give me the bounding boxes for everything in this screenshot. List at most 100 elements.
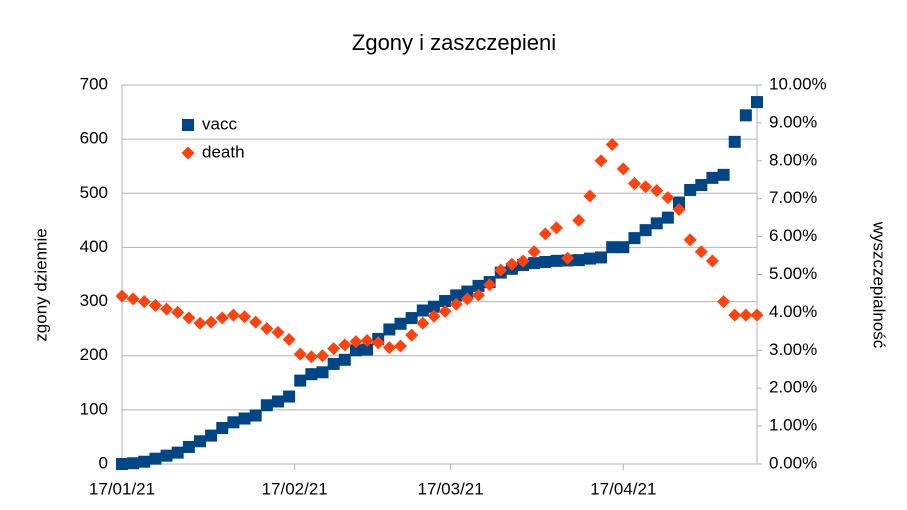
data-point (238, 412, 251, 425)
data-point (650, 184, 664, 198)
data-point (717, 168, 730, 181)
y-tick-label: 400 (80, 237, 108, 256)
data-point (360, 334, 374, 348)
data-point (583, 189, 597, 203)
data-point (148, 298, 162, 312)
data-point (349, 335, 363, 349)
data-point (739, 109, 752, 122)
data-point (561, 251, 575, 265)
data-point (271, 395, 284, 408)
data-point (450, 289, 463, 302)
data-point (572, 213, 586, 227)
data-point (549, 221, 563, 235)
legend-label: death (202, 142, 245, 161)
x-tick-label: 17/04/21 (590, 479, 656, 498)
data-point (115, 289, 129, 303)
data-point (628, 232, 641, 245)
x-tick-label: 17/02/21 (262, 479, 328, 498)
y2-tick-label: 0.00% (769, 453, 817, 472)
data-point (684, 183, 697, 196)
data-point (751, 96, 763, 109)
data-point (438, 304, 452, 318)
x-tick-label: 17/03/21 (418, 479, 484, 498)
data-point (116, 458, 128, 470)
data-point (249, 315, 263, 329)
data-point (182, 440, 195, 453)
data-point (405, 328, 419, 342)
data-point (193, 435, 206, 448)
data-point (717, 295, 731, 309)
data-point (216, 421, 229, 434)
data-point (238, 310, 252, 324)
data-point (472, 279, 485, 292)
data-point (461, 285, 474, 298)
data-point (316, 366, 329, 379)
data-point (683, 233, 697, 247)
data-point (226, 308, 240, 322)
data-point (294, 374, 307, 387)
data-point (227, 416, 240, 429)
data-point (550, 254, 563, 267)
data-point (338, 353, 351, 366)
y2-tick-label: 7.00% (769, 188, 817, 207)
data-point (595, 251, 608, 264)
data-point (271, 325, 285, 339)
data-point (661, 211, 674, 224)
data-point (449, 297, 463, 311)
data-point (394, 317, 407, 330)
data-point (572, 254, 585, 267)
data-point (371, 336, 385, 350)
y-tick-label: 200 (80, 345, 108, 364)
data-point (383, 323, 396, 336)
y2-tick-label: 5.00% (769, 264, 817, 283)
data-point (171, 305, 185, 319)
x-tick-label: 17/01/21 (89, 479, 155, 498)
data-point (606, 241, 619, 254)
data-point (639, 180, 653, 194)
data-point (427, 300, 440, 313)
y2-tick-label: 8.00% (769, 150, 817, 169)
data-point (695, 179, 708, 192)
data-point (138, 455, 151, 468)
data-point (728, 135, 741, 148)
y-axis-title: zgony dziennie (31, 228, 50, 341)
data-point (316, 349, 330, 363)
data-point (382, 341, 396, 355)
y-tick-label: 100 (80, 399, 108, 418)
data-point (171, 446, 184, 459)
data-point (249, 409, 262, 422)
data-point (705, 254, 719, 268)
data-point (661, 191, 675, 205)
data-point (405, 312, 418, 325)
data-point (260, 399, 273, 412)
data-point (304, 350, 318, 364)
data-point (728, 308, 742, 322)
data-point (427, 309, 441, 323)
data-point (505, 257, 519, 271)
data-point (338, 338, 352, 352)
data-point (260, 322, 274, 336)
data-point (149, 452, 162, 465)
data-point (516, 254, 530, 268)
data-point (193, 316, 207, 330)
data-point (416, 304, 429, 317)
y2-tick-label: 1.00% (769, 416, 817, 435)
data-point (706, 171, 719, 184)
data-point (127, 457, 140, 470)
y-tick-label: 0 (99, 453, 108, 472)
data-point (394, 339, 408, 353)
data-point (650, 217, 663, 230)
data-point (616, 162, 630, 176)
data-point (538, 227, 552, 241)
data-point (327, 357, 340, 370)
y2-tick-label: 9.00% (769, 112, 817, 131)
data-point (627, 177, 641, 191)
y-tick-label: 500 (80, 183, 108, 202)
y2-tick-label: 10.00% (769, 74, 827, 93)
y2-axis-title: wyszczepialność (870, 221, 889, 349)
data-point (673, 196, 686, 209)
data-point (528, 257, 541, 270)
data-point (416, 316, 430, 330)
data-point (215, 311, 229, 325)
